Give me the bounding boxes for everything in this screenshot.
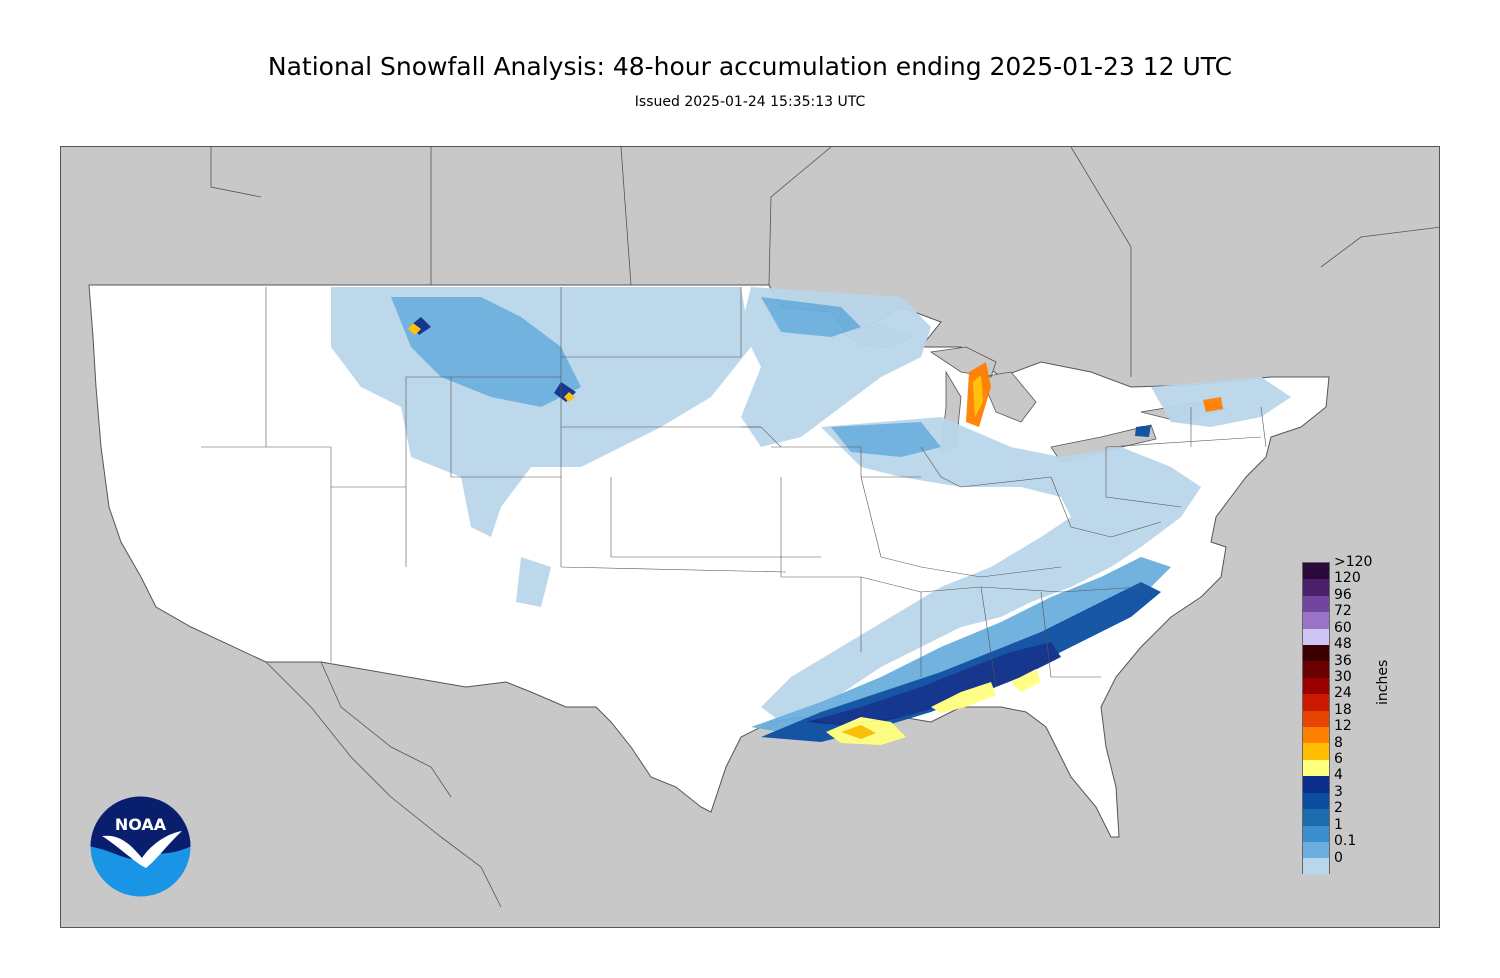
legend-level-label: 4 (1334, 767, 1343, 784)
noaa-logo-icon: NOAA (90, 796, 191, 897)
legend-swatch (1303, 661, 1329, 678)
snowfall-shading (331, 287, 1291, 745)
noaa-logo-text: NOAA (115, 815, 167, 834)
legend-level-label: 72 (1334, 603, 1352, 620)
map-canvas (88, 147, 1439, 908)
legend-level-label: 60 (1334, 619, 1352, 636)
legend-swatch (1303, 841, 1329, 859)
country-borders (210, 147, 1439, 908)
map-title: National Snowfall Analysis: 48-hour accu… (267, 52, 1233, 81)
legend-swatch (1303, 563, 1329, 580)
legend-level-label: 120 (1334, 570, 1361, 587)
legend-swatch (1303, 809, 1329, 826)
legend-level-label: 24 (1334, 685, 1352, 702)
color-legend (1302, 562, 1330, 875)
legend-swatch (1303, 710, 1329, 728)
legend-level-label: >120 (1334, 554, 1373, 570)
legend-swatch (1303, 825, 1329, 842)
legend-swatch (1303, 759, 1329, 777)
legend-level-label: 3 (1334, 783, 1343, 800)
legend-swatch (1303, 776, 1329, 793)
legend-swatch (1303, 743, 1329, 760)
legend-level-label: 0 (1334, 849, 1343, 866)
state-borders (201, 287, 1267, 688)
legend-level-label: 30 (1334, 668, 1352, 685)
legend-swatch (1303, 579, 1329, 596)
legend-swatch (1303, 694, 1329, 711)
legend-swatch (1303, 612, 1329, 629)
conus-landmass (88, 284, 1330, 838)
legend-level-label: 8 (1334, 734, 1343, 751)
legend-level-label: 96 (1334, 586, 1352, 603)
legend-level-label: 1 (1334, 816, 1343, 833)
legend-level-label: 6 (1334, 751, 1343, 768)
legend-level-label: 48 (1334, 636, 1352, 653)
legend-level-label: 12 (1334, 718, 1352, 735)
snowfall-map (60, 146, 1440, 928)
legend-level-label: 18 (1334, 701, 1352, 718)
issued-timestamp: Issued 2025-01-24 15:35:13 UTC (634, 94, 866, 110)
legend-level-label: 36 (1334, 652, 1352, 669)
legend-swatch (1303, 727, 1329, 744)
legend-level-label: 2 (1334, 800, 1343, 817)
legend-swatch (1303, 677, 1329, 695)
legend-swatch (1303, 595, 1329, 613)
legend-swatch (1303, 858, 1329, 875)
legend-swatch (1303, 792, 1329, 810)
legend-swatch (1303, 645, 1329, 662)
legend-units-label: inches (1375, 659, 1391, 705)
legend-swatch (1303, 628, 1329, 646)
legend-level-label: 0.1 (1334, 833, 1357, 850)
